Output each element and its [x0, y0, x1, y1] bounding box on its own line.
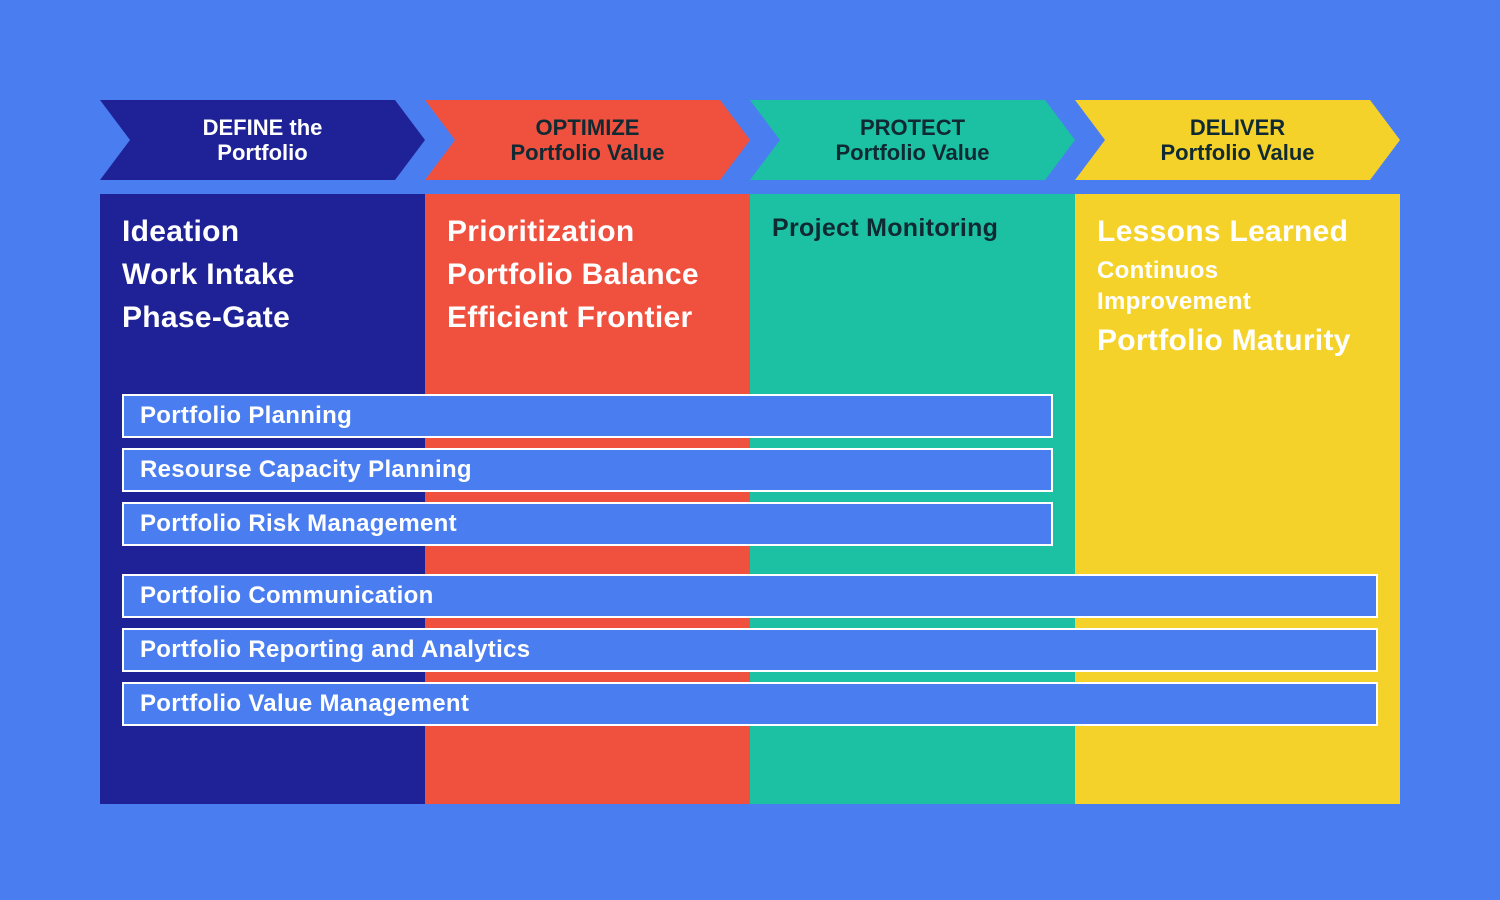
arrow-define-line2: Portfolio	[203, 140, 323, 165]
col-protect-items: Project Monitoring	[772, 212, 1053, 245]
col-optimize-item-0: Prioritization	[447, 212, 728, 251]
arrow-protect-line2: Portfolio Value	[835, 140, 989, 165]
col-deliver-item-2: Portfolio Maturity	[1097, 321, 1378, 360]
col-deliver-items: Lessons Learned Continuos Improvement Po…	[1097, 212, 1378, 360]
col-define-item-0: Ideation	[122, 212, 403, 251]
arrow-define: DEFINE the Portfolio	[100, 100, 425, 180]
canvas: DEFINE the Portfolio OPTIMIZE Portfolio …	[0, 0, 1500, 900]
arrow-deliver-line1: DELIVER	[1160, 115, 1314, 140]
bar-portfolio-value-management: Portfolio Value Management	[122, 682, 1378, 726]
col-deliver-item-1: Continuos Improvement	[1097, 255, 1378, 317]
col-optimize-items: Prioritization Portfolio Balance Efficie…	[447, 212, 728, 337]
col-protect-item-0: Project Monitoring	[772, 212, 1053, 245]
col-define-items: Ideation Work Intake Phase-Gate	[122, 212, 403, 337]
col-deliver-item-0: Lessons Learned	[1097, 212, 1378, 251]
arrow-deliver: DELIVER Portfolio Value	[1075, 100, 1400, 180]
arrow-define-line1: DEFINE the	[203, 115, 323, 140]
arrow-deliver-label: DELIVER Portfolio Value	[1160, 115, 1314, 166]
col-define-item-2: Phase-Gate	[122, 298, 403, 337]
bar-portfolio-risk-management: Portfolio Risk Management	[122, 502, 1053, 546]
arrow-row: DEFINE the Portfolio OPTIMIZE Portfolio …	[100, 100, 1400, 180]
diagram: DEFINE the Portfolio OPTIMIZE Portfolio …	[100, 100, 1400, 804]
arrow-optimize: OPTIMIZE Portfolio Value	[425, 100, 750, 180]
arrow-optimize-line1: OPTIMIZE	[510, 115, 664, 140]
col-optimize-item-1: Portfolio Balance	[447, 255, 728, 294]
bar-resource-capacity-planning: Resourse Capacity Planning	[122, 448, 1053, 492]
bar-portfolio-communication: Portfolio Communication	[122, 574, 1378, 618]
arrow-protect-line1: PROTECT	[835, 115, 989, 140]
arrow-optimize-line2: Portfolio Value	[510, 140, 664, 165]
bar-group-short: Portfolio Planning Resourse Capacity Pla…	[122, 394, 1053, 546]
arrow-protect: PROTECT Portfolio Value	[750, 100, 1075, 180]
col-define-item-1: Work Intake	[122, 255, 403, 294]
arrow-define-label: DEFINE the Portfolio	[203, 115, 323, 166]
bar-portfolio-planning: Portfolio Planning	[122, 394, 1053, 438]
arrow-deliver-line2: Portfolio Value	[1160, 140, 1314, 165]
columns-row: Ideation Work Intake Phase-Gate Prioriti…	[100, 194, 1400, 804]
arrow-optimize-label: OPTIMIZE Portfolio Value	[510, 115, 664, 166]
arrow-protect-label: PROTECT Portfolio Value	[835, 115, 989, 166]
col-optimize-item-2: Efficient Frontier	[447, 298, 728, 337]
bar-group-full: Portfolio Communication Portfolio Report…	[122, 574, 1378, 726]
bar-portfolio-reporting-analytics: Portfolio Reporting and Analytics	[122, 628, 1378, 672]
